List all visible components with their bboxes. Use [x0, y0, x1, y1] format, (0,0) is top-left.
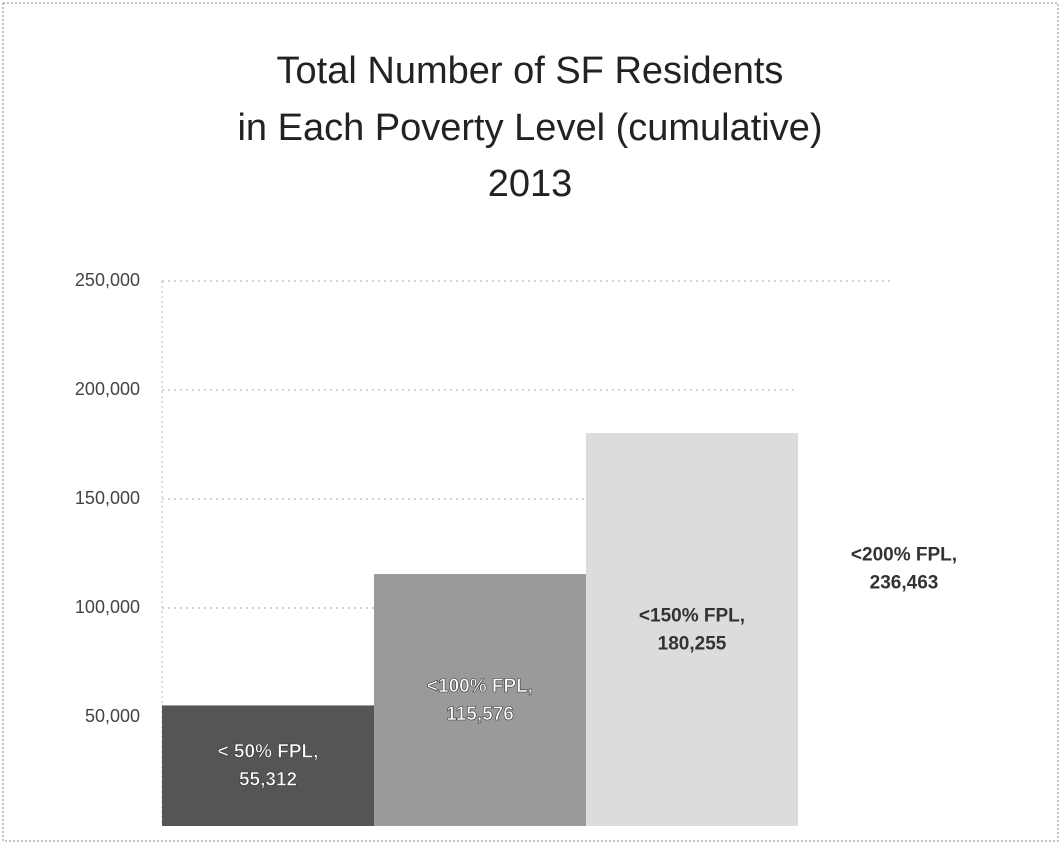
bar [586, 433, 798, 826]
chart-title: Total Number of SF Residents [277, 50, 784, 92]
bar [374, 574, 586, 826]
chart-title: in Each Poverty Level (cumulative) [237, 107, 822, 149]
data-label: 55,312 [239, 770, 297, 791]
bar [798, 310, 1010, 827]
data-label-category: <200% FPL, [851, 544, 957, 565]
data-label: 236,463 [870, 572, 939, 593]
data-label: 180,255 [658, 634, 727, 655]
data-label-category: <150% FPL, [639, 606, 745, 627]
chart-title: 2013 [488, 163, 573, 205]
y-tick-label: 250,000 [75, 270, 140, 290]
data-label-category: < 50% FPL, [218, 742, 319, 763]
data-label-category: <100% FPL, [427, 676, 533, 697]
y-tick-label: 150,000 [75, 488, 140, 508]
y-tick-label: 200,000 [75, 379, 140, 399]
y-tick-label: 50,000 [85, 706, 140, 726]
y-tick-label: 100,000 [75, 597, 140, 617]
data-label: 115,576 [446, 704, 514, 725]
bar [162, 705, 374, 826]
